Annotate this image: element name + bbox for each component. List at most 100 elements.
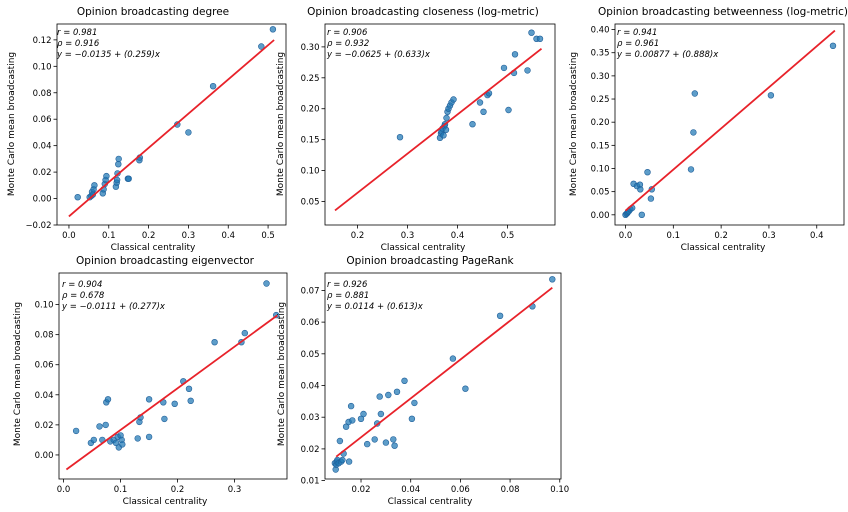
- x-tick-label: 0.5: [261, 231, 275, 241]
- data-point: [91, 182, 98, 189]
- y-tick-label: 0.05: [301, 350, 320, 360]
- y-tick-label: 0.12: [33, 36, 52, 46]
- axes-frame: [56, 23, 287, 226]
- y-tick-label: 0.25: [301, 74, 320, 84]
- stats-rho: ρ = 0.961: [617, 39, 659, 49]
- data-point: [145, 396, 153, 403]
- stats-fit-equation: y = −0.0625 + (0.633)x: [326, 50, 431, 60]
- x-tick-label: 0.4: [451, 231, 465, 241]
- x-tick-label: 0.1: [667, 231, 681, 241]
- data-point: [390, 436, 397, 443]
- fit-line: [68, 39, 275, 218]
- data-point: [371, 436, 378, 443]
- y-tick-label: 0.30: [591, 72, 610, 82]
- y-tick-label: 0.02: [35, 421, 54, 431]
- data-point: [125, 175, 132, 182]
- data-point: [637, 186, 644, 193]
- stats-r: r = 0.941: [617, 28, 657, 38]
- data-point: [396, 134, 404, 141]
- y-tick-label: 0.10: [35, 301, 54, 311]
- y-tick-label: 0.02: [301, 445, 320, 455]
- data-point: [480, 108, 487, 116]
- data-point: [382, 439, 390, 446]
- data-point: [345, 458, 353, 465]
- axes-frame: [324, 272, 562, 480]
- data-point: [171, 400, 178, 407]
- y-tick-label: 0.15: [591, 141, 610, 151]
- data-point: [505, 106, 512, 114]
- data-point: [209, 82, 217, 90]
- x-axis-label: Classical centrality: [111, 243, 196, 253]
- x-tick-label: 0.2: [171, 485, 185, 495]
- y-tick-label: 0.00: [35, 451, 54, 461]
- data-point: [339, 456, 346, 464]
- closeness-panel: Opinion broadcasting closeness (log-metr…: [276, 6, 556, 253]
- panel-title: Opinion broadcasting eigenvector: [76, 255, 255, 267]
- y-axis-label: Monte Carlo mean broadcasting: [276, 52, 286, 196]
- data-point: [90, 436, 98, 444]
- data-point: [644, 169, 651, 176]
- y-tick-label: 0.05: [301, 197, 320, 207]
- stats-fit-equation: y = −0.0111 + (0.277)x: [61, 302, 166, 312]
- y-tick-label: 0.35: [591, 49, 610, 59]
- x-axis-label: Classical centrality: [123, 497, 208, 507]
- data-point: [72, 427, 80, 435]
- fit-line: [335, 286, 553, 458]
- stats-rho: ρ = 0.916: [57, 39, 100, 49]
- data-point: [161, 415, 168, 423]
- stats-r: r = 0.981: [57, 28, 97, 38]
- data-point: [829, 42, 837, 49]
- data-point: [269, 26, 277, 33]
- stats-fit-equation: y = 0.0114 + (0.613)x: [326, 302, 424, 312]
- y-tick-label: 0.10: [301, 167, 320, 177]
- x-tick-label: 0.5: [501, 231, 515, 241]
- data-point: [115, 155, 122, 163]
- y-tick-label: 0.15: [301, 136, 320, 146]
- y-tick-label: 0.07: [301, 286, 320, 296]
- data-point: [241, 329, 249, 337]
- x-tick-label: 0.4: [810, 231, 824, 241]
- eigenvector-panel: Opinion broadcasting eigenvector Classic…: [13, 255, 288, 507]
- data-point: [443, 114, 450, 122]
- stats-rho: ρ = 0.932: [327, 39, 369, 49]
- data-point: [258, 43, 265, 50]
- data-point: [449, 355, 457, 362]
- axes-frame: [324, 23, 556, 226]
- x-tick-label: 0.4: [221, 231, 235, 241]
- pagerank-panel: Opinion broadcasting PageRank Classical …: [277, 255, 569, 507]
- betweenness-panel: Opinion broadcasting betweenness (log-me…: [569, 6, 848, 253]
- panel-title: Opinion broadcasting degree: [77, 6, 229, 18]
- x-tick-label: 0.06: [451, 485, 470, 495]
- data-point: [377, 410, 385, 418]
- x-tick-label: 0.1: [102, 231, 116, 241]
- x-tick-label: 0.04: [401, 485, 420, 495]
- data-point: [113, 176, 121, 184]
- fit-line: [334, 47, 543, 212]
- data-point: [442, 126, 450, 134]
- y-tick-label: 0.06: [33, 115, 52, 125]
- y-tick-label: 0.04: [33, 142, 52, 152]
- y-tick-label: 0.06: [35, 361, 54, 371]
- x-axis-label: Classical centrality: [388, 497, 473, 507]
- data-point: [393, 388, 401, 395]
- x-tick-label: 0.3: [182, 231, 196, 241]
- fit-line: [65, 314, 278, 471]
- data-point: [103, 172, 110, 180]
- y-tick-label: 0.04: [35, 391, 54, 401]
- data-point: [528, 29, 535, 36]
- data-point: [647, 195, 655, 202]
- y-tick-label: 0.00: [591, 211, 610, 221]
- x-tick-label: 0.08: [501, 485, 520, 495]
- y-tick-label: 0.30: [301, 43, 320, 53]
- degree-panel: Opinion broadcasting degree Classical ce…: [7, 6, 287, 253]
- data-point: [536, 35, 544, 42]
- data-point: [185, 129, 192, 136]
- data-point: [376, 393, 383, 400]
- data-point: [401, 377, 408, 384]
- data-point: [336, 437, 344, 445]
- data-point: [500, 64, 508, 72]
- data-point: [411, 399, 418, 407]
- data-point: [511, 51, 519, 58]
- data-point: [638, 211, 645, 219]
